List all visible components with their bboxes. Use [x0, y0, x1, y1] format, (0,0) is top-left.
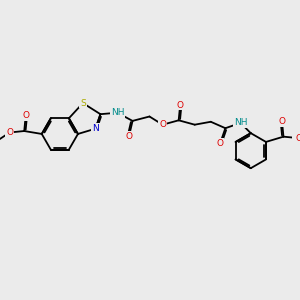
Text: O: O: [217, 139, 224, 148]
Text: O: O: [177, 100, 184, 109]
Text: NH: NH: [234, 118, 247, 127]
Text: N: N: [92, 124, 99, 133]
Text: O: O: [159, 120, 166, 129]
Text: O: O: [6, 128, 13, 137]
Text: O: O: [295, 134, 300, 142]
Text: O: O: [22, 111, 29, 120]
Text: O: O: [125, 132, 133, 141]
Text: O: O: [278, 117, 286, 126]
Text: NH: NH: [111, 108, 125, 117]
Text: S: S: [80, 99, 86, 108]
